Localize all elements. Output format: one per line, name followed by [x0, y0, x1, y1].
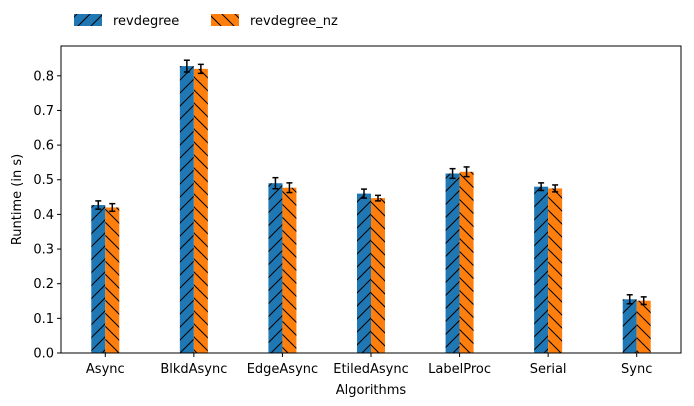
bar-revdegree_nz-Serial	[548, 188, 562, 353]
bar-revdegree-Async	[91, 205, 105, 353]
bar-revdegree-BlkdAsync	[180, 66, 194, 353]
legend-swatch-revdegree-nz	[211, 14, 239, 26]
bar-revdegree-LabelProc	[446, 174, 460, 353]
bar-revdegree_nz-BlkdAsync	[194, 69, 208, 353]
y-tick-label-0.5: 0.5	[33, 173, 54, 188]
legend-label-revdegree: revdegree	[113, 14, 179, 29]
bars-layer	[91, 66, 650, 353]
bar-revdegree-Sync	[623, 299, 637, 353]
legend-label-revdegree-nz: revdegree_nz	[250, 14, 338, 29]
y-tick-label-0.8: 0.8	[33, 69, 54, 84]
bar-revdegree-EtiledAsync	[357, 194, 371, 353]
x-tick-label-EdgeAsync: EdgeAsync	[247, 362, 318, 377]
bar-revdegree-EdgeAsync	[268, 183, 282, 353]
y-tick-label-0.2: 0.2	[33, 277, 54, 292]
x-tick-label-Serial: Serial	[530, 362, 567, 377]
bar-revdegree_nz-LabelProc	[460, 172, 474, 353]
legend-swatch-revdegree	[74, 14, 102, 26]
bar-revdegree_nz-Sync	[637, 301, 651, 353]
x-tick-label-LabelProc: LabelProc	[428, 362, 491, 377]
y-axis: 0.0 0.1 0.2 0.3 0.4 0.5 0.6 0.7 0.8	[33, 69, 61, 361]
bar-revdegree_nz-EtiledAsync	[371, 198, 385, 353]
y-tick-label-0.1: 0.1	[33, 312, 54, 327]
y-tick-label-0.0: 0.0	[33, 347, 54, 362]
x-tick-label-EtiledAsync: EtiledAsync	[333, 362, 409, 377]
y-tick-label-0.7: 0.7	[33, 104, 54, 119]
x-tick-label-BlkdAsync: BlkdAsync	[160, 362, 227, 377]
y-axis-label: Runtime (in s)	[10, 154, 25, 245]
bar-revdegree_nz-Async	[105, 207, 119, 353]
bar-revdegree-Serial	[534, 187, 548, 353]
y-tick-label-0.6: 0.6	[33, 139, 54, 154]
x-tick-label-Async: Async	[86, 362, 125, 377]
x-tick-label-Sync: Sync	[621, 362, 652, 377]
y-tick-label-0.4: 0.4	[33, 208, 54, 223]
legend: revdegree revdegree_nz	[74, 14, 338, 29]
x-axis: Async BlkdAsync EdgeAsync EtiledAsync LabelP…	[86, 353, 652, 377]
bar-revdegree_nz-EdgeAsync	[282, 188, 296, 353]
x-axis-label: Algorithms	[336, 383, 407, 398]
y-tick-label-0.3: 0.3	[33, 243, 54, 258]
